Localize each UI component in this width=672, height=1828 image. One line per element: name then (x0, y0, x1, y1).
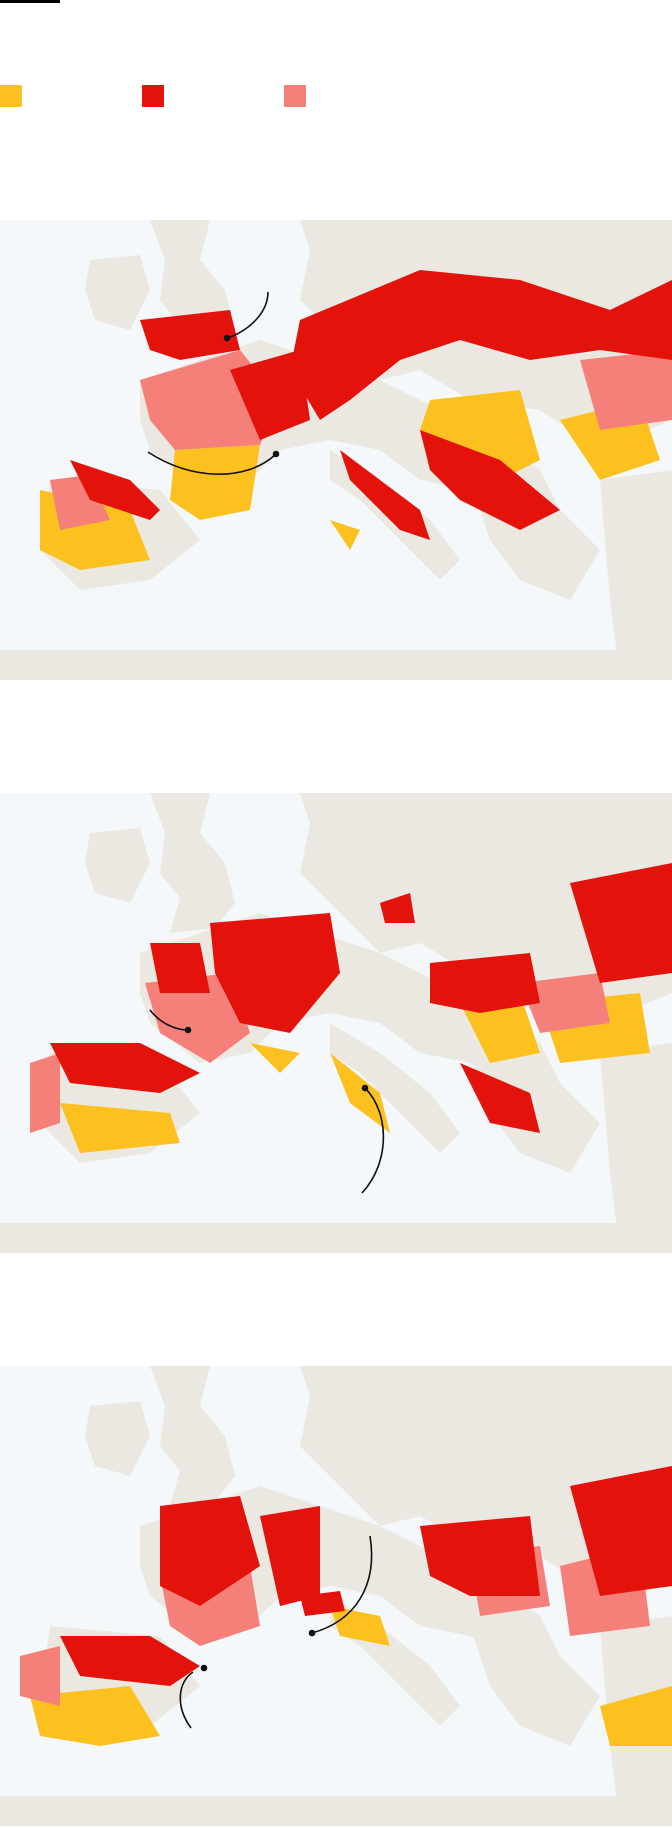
annotation-lines (147, 291, 280, 475)
legend (0, 84, 672, 108)
map-2-svg (0, 793, 672, 1253)
map-3-svg (0, 1366, 672, 1826)
annotation-lines (149, 1009, 385, 1194)
map-panel-2 (0, 793, 672, 1253)
annotation-lines (179, 1535, 373, 1729)
legend-swatch-yellow (0, 85, 22, 107)
zone-red (60, 1466, 672, 1686)
zone-red (50, 863, 672, 1133)
legend-item-pink (284, 84, 314, 108)
map-1-svg (0, 220, 672, 680)
zone-pink (30, 973, 610, 1133)
top-rule (0, 0, 60, 3)
legend-item-red (142, 84, 172, 108)
legend-item-yellow (0, 84, 30, 108)
zone-red (70, 270, 672, 540)
map-panel-1 (0, 220, 672, 680)
map-panel-3 (0, 1366, 672, 1826)
legend-swatch-red (142, 85, 164, 107)
legend-swatch-pink (284, 85, 306, 107)
